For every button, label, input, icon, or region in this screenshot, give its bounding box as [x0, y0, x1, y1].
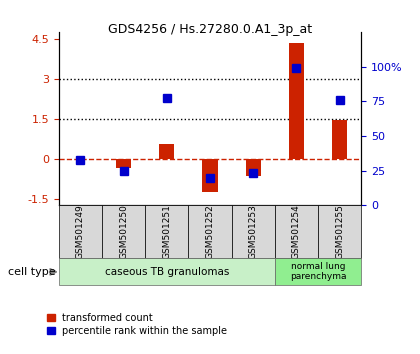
- Text: cell type: cell type: [8, 267, 56, 277]
- Text: GSM501249: GSM501249: [76, 205, 85, 259]
- Text: GSM501254: GSM501254: [292, 205, 301, 259]
- FancyBboxPatch shape: [231, 205, 275, 258]
- FancyBboxPatch shape: [189, 205, 231, 258]
- FancyBboxPatch shape: [102, 205, 145, 258]
- FancyBboxPatch shape: [59, 205, 102, 258]
- Text: GSM501252: GSM501252: [205, 205, 215, 259]
- FancyBboxPatch shape: [275, 205, 318, 258]
- Text: normal lung
parenchyma: normal lung parenchyma: [290, 262, 346, 281]
- FancyBboxPatch shape: [318, 205, 361, 258]
- Text: GSM501253: GSM501253: [249, 204, 258, 259]
- FancyBboxPatch shape: [275, 258, 361, 285]
- Text: GSM501255: GSM501255: [335, 204, 344, 259]
- Bar: [159, 144, 174, 159]
- Bar: [332, 120, 347, 159]
- Bar: [116, 159, 131, 168]
- FancyBboxPatch shape: [145, 205, 189, 258]
- Text: GSM501251: GSM501251: [162, 204, 171, 259]
- Legend: transformed count, percentile rank within the sample: transformed count, percentile rank withi…: [47, 313, 227, 336]
- Bar: [289, 42, 304, 159]
- Bar: [202, 159, 218, 192]
- FancyBboxPatch shape: [59, 258, 275, 285]
- Text: GSM501250: GSM501250: [119, 204, 128, 259]
- Text: GDS4256 / Hs.27280.0.A1_3p_at: GDS4256 / Hs.27280.0.A1_3p_at: [108, 23, 312, 36]
- Bar: [246, 159, 261, 176]
- Text: caseous TB granulomas: caseous TB granulomas: [105, 267, 229, 277]
